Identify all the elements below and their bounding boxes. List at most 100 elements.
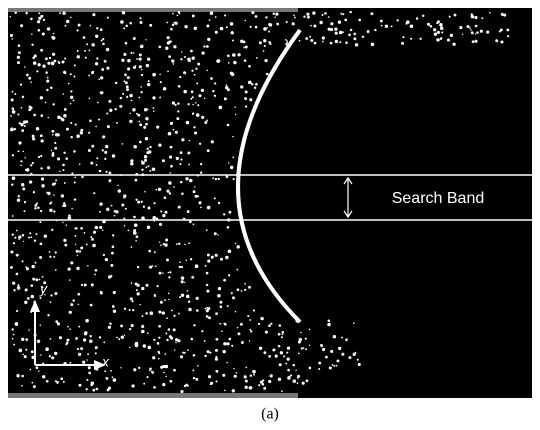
particle	[162, 159, 165, 162]
particle	[310, 25, 312, 27]
particle	[126, 96, 128, 98]
particle	[66, 128, 69, 131]
particle	[186, 295, 190, 299]
particle	[218, 287, 221, 290]
particle	[111, 205, 113, 207]
particle	[131, 384, 134, 387]
particle	[462, 34, 463, 35]
particle	[141, 287, 144, 290]
particle	[40, 114, 43, 117]
particle	[175, 131, 178, 134]
particle	[40, 49, 43, 52]
particle	[114, 108, 116, 110]
particle	[341, 337, 343, 339]
particle	[266, 27, 267, 28]
particle	[46, 80, 49, 83]
particle	[39, 256, 42, 259]
particle	[330, 22, 333, 25]
particle	[90, 304, 93, 307]
particle	[74, 198, 76, 200]
particle	[452, 43, 455, 46]
particle	[17, 56, 20, 59]
particle	[244, 97, 247, 100]
particle	[114, 210, 117, 213]
particle	[495, 39, 498, 42]
particle	[177, 14, 179, 16]
particle	[40, 96, 43, 99]
particle	[450, 34, 453, 37]
particle	[42, 32, 45, 35]
particle	[18, 239, 19, 240]
particle	[367, 30, 370, 33]
particle	[76, 134, 80, 138]
particle	[248, 81, 252, 85]
particle	[69, 311, 72, 314]
particle	[197, 104, 199, 106]
particle	[136, 113, 138, 115]
particle	[467, 25, 470, 28]
particle	[112, 154, 115, 157]
particle	[86, 379, 88, 381]
particle	[279, 363, 282, 366]
particle	[206, 229, 208, 231]
particle	[217, 294, 221, 298]
particle	[21, 338, 24, 341]
particle	[58, 62, 60, 64]
particle	[136, 58, 138, 60]
particle	[286, 40, 288, 42]
particle	[165, 47, 168, 50]
particle	[54, 142, 56, 144]
particle	[171, 59, 174, 62]
particle	[131, 324, 134, 327]
particle	[182, 352, 184, 354]
particle	[196, 113, 200, 117]
particle	[10, 266, 13, 269]
particle	[166, 339, 168, 341]
particle	[33, 385, 36, 388]
particle	[196, 309, 199, 312]
particle	[227, 226, 230, 229]
particle	[348, 33, 351, 36]
particle	[112, 234, 114, 236]
particle	[314, 42, 317, 45]
particle	[129, 347, 130, 348]
particle	[107, 17, 109, 19]
particle	[217, 234, 218, 235]
particle	[139, 123, 142, 126]
particle	[35, 278, 38, 281]
particle	[249, 319, 251, 321]
particle	[174, 349, 175, 350]
particle	[173, 328, 176, 331]
particle	[169, 380, 172, 383]
particle	[118, 189, 121, 192]
particle	[192, 104, 194, 106]
particle	[145, 117, 148, 120]
particle	[245, 105, 247, 107]
particle	[62, 164, 65, 167]
particle	[173, 315, 175, 317]
particle	[145, 137, 149, 141]
particle	[196, 82, 198, 84]
particle	[207, 70, 209, 72]
particle	[293, 379, 297, 383]
particle	[209, 19, 211, 21]
particle	[102, 43, 105, 46]
particle	[208, 316, 211, 319]
particle	[28, 105, 30, 107]
particle	[230, 166, 233, 169]
particle	[116, 337, 118, 339]
particle	[263, 50, 265, 52]
particle	[22, 151, 23, 152]
particle	[215, 178, 217, 180]
particle	[334, 28, 337, 31]
particle	[130, 162, 133, 165]
particle	[193, 126, 195, 128]
particle	[251, 11, 254, 14]
particle	[79, 163, 81, 165]
particle	[226, 84, 228, 86]
particle	[49, 209, 52, 212]
particle	[113, 310, 116, 313]
particle	[91, 43, 94, 46]
particle	[12, 233, 14, 235]
particle	[206, 119, 208, 121]
